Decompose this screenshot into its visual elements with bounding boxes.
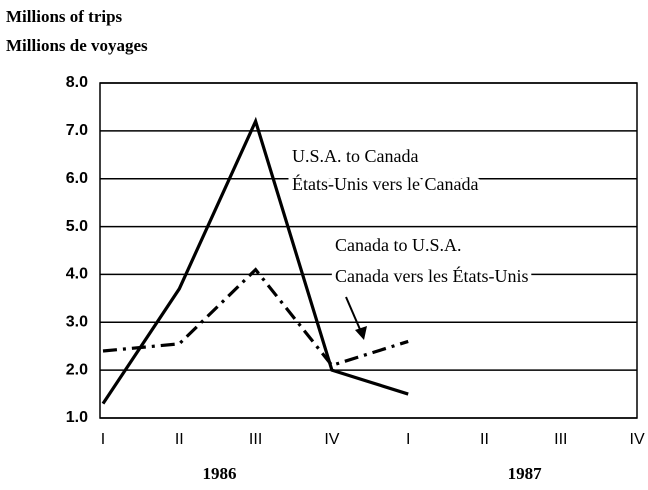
series-line [102,267,409,368]
x-tick-label: I [406,431,410,448]
x-tick-label: II [480,431,489,448]
y-tick-label: 3.0 [66,314,88,331]
series-line [101,116,409,405]
grid [99,82,638,419]
arrow [345,296,363,335]
annotation: Canada vers les États-Unis [335,265,528,286]
y-tick-label: 8.0 [66,74,88,91]
annotation: États-Unis vers le Canada [292,173,478,194]
y-tick-label: 6.0 [66,170,88,187]
y-axis-title: Millions of trips [6,7,123,26]
y-axis-title: Millions de voyages [6,36,148,55]
x-tick-label: IV [630,431,645,448]
x-tick-label: II [175,431,184,448]
group-label: 1987 [508,464,543,483]
y-tick-label: 2.0 [66,361,88,378]
x-tick-label: III [554,431,567,448]
x-tick-label: III [249,431,262,448]
x-tick-label: IV [324,431,339,448]
lines [101,116,409,405]
y-tick-label: 4.0 [66,266,88,283]
annotation: Canada to U.S.A. [335,235,461,255]
y-tick-label: 5.0 [66,218,88,235]
x-tick-label: I [101,431,105,448]
y-tick-label: 7.0 [66,122,88,139]
annotation: U.S.A. to Canada [292,146,418,166]
y-tick-label: 1.0 [66,409,88,426]
arrow-head [355,326,367,340]
group-label: 1986 [202,464,236,483]
